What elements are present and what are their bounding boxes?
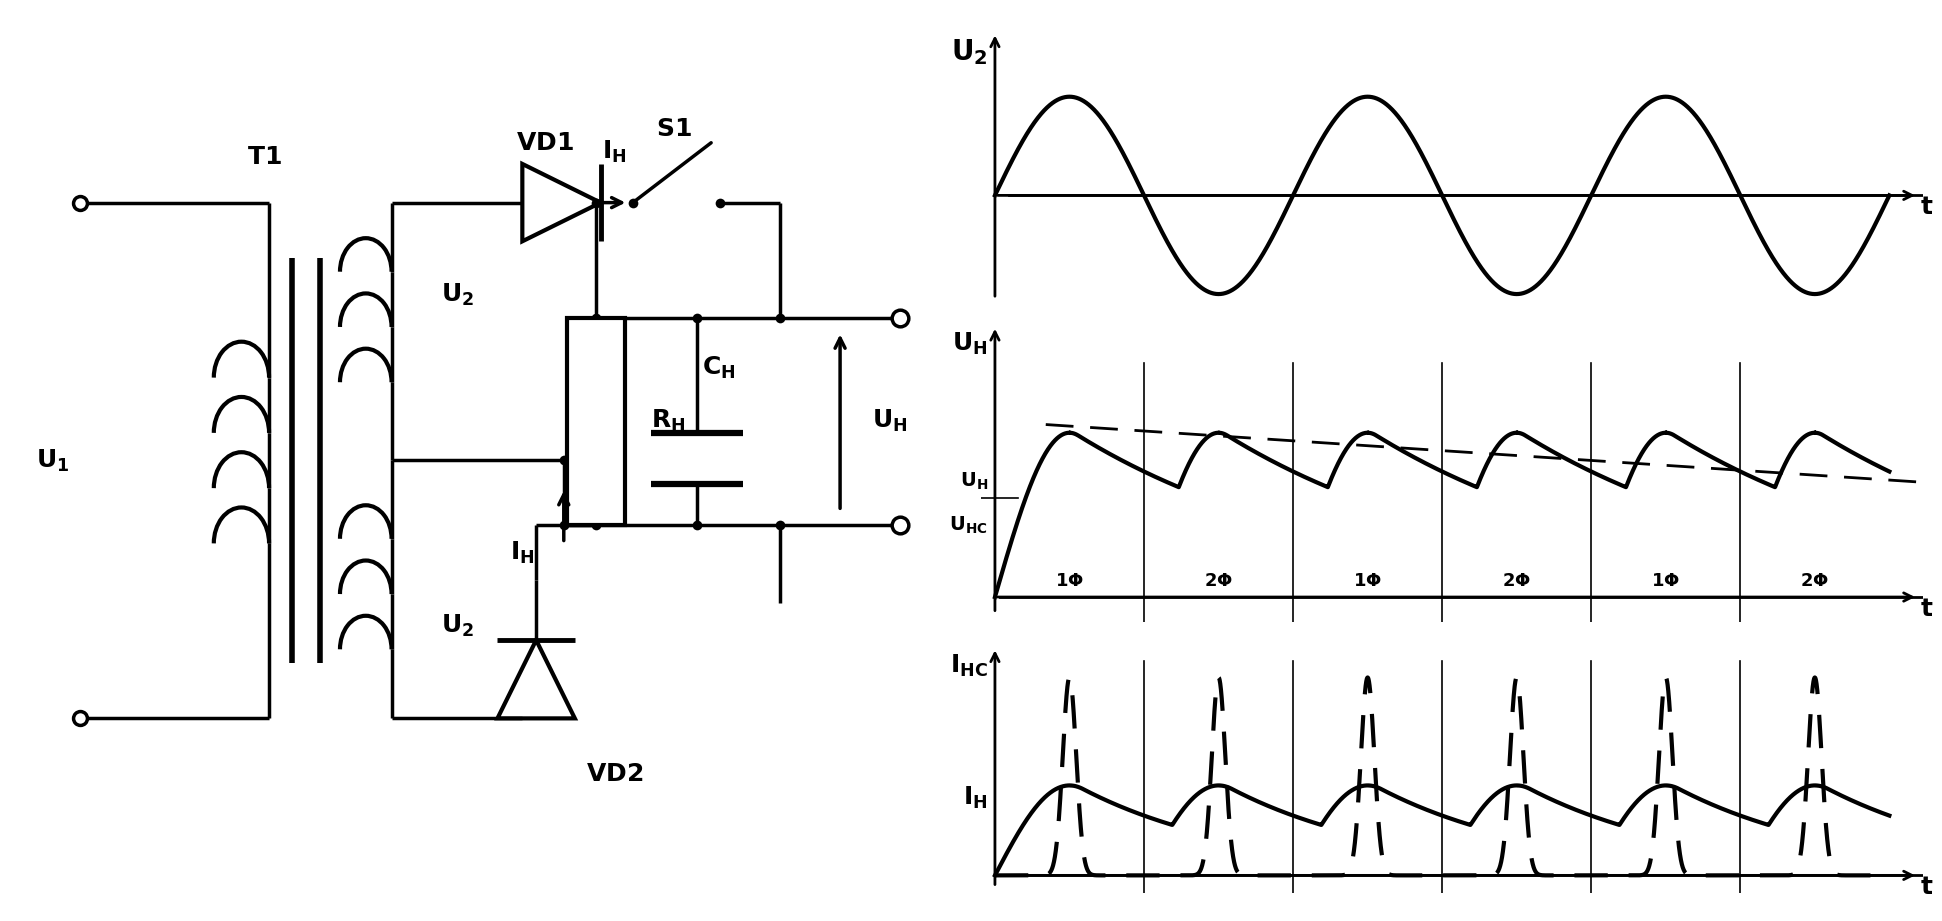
Text: $\mathbf{I_H}$: $\mathbf{I_H}$ xyxy=(963,785,988,810)
Text: $\mathbf{T1}$: $\mathbf{T1}$ xyxy=(247,145,282,169)
Text: $\mathbf{U_2}$: $\mathbf{U_2}$ xyxy=(952,38,988,67)
Text: $\mathbf{C_H}$: $\mathbf{C_H}$ xyxy=(701,356,736,381)
Text: $\mathbf{U_{HC}}$: $\mathbf{U_{HC}}$ xyxy=(950,515,988,536)
Text: $\mathbf{t}$: $\mathbf{t}$ xyxy=(1921,597,1934,621)
Text: $\mathbf{U_H}$: $\mathbf{U_H}$ xyxy=(952,331,988,357)
Text: $\mathbf{1Φ}$: $\mathbf{1Φ}$ xyxy=(1055,573,1084,590)
Text: $\mathbf{U_2}$: $\mathbf{U_2}$ xyxy=(441,613,474,639)
Text: $\mathbf{t}$: $\mathbf{t}$ xyxy=(1921,875,1934,900)
Text: $\mathbf{VD1}$: $\mathbf{VD1}$ xyxy=(517,131,575,155)
Text: $\mathbf{U_H}$: $\mathbf{U_H}$ xyxy=(959,471,988,492)
Text: $\mathbf{1Φ}$: $\mathbf{1Φ}$ xyxy=(1651,573,1680,590)
Bar xyxy=(567,318,625,525)
Text: $\mathbf{R_H}$: $\mathbf{R_H}$ xyxy=(651,408,686,435)
Text: $\mathbf{U_2}$: $\mathbf{U_2}$ xyxy=(441,282,474,308)
Text: $\mathbf{1Φ}$: $\mathbf{1Φ}$ xyxy=(1354,573,1383,590)
Text: $\mathbf{I_H}$: $\mathbf{I_H}$ xyxy=(511,540,534,565)
Text: $\mathbf{VD2}$: $\mathbf{VD2}$ xyxy=(586,762,643,786)
Text: $\mathbf{U_1}$: $\mathbf{U_1}$ xyxy=(35,448,70,473)
Text: $\mathbf{2Φ}$: $\mathbf{2Φ}$ xyxy=(1503,573,1530,590)
Text: $\mathbf{U_H}$: $\mathbf{U_H}$ xyxy=(872,408,907,435)
Text: $\mathbf{t}$: $\mathbf{t}$ xyxy=(1921,195,1934,219)
Text: $\mathbf{S1}$: $\mathbf{S1}$ xyxy=(656,117,691,141)
Text: $\mathbf{2Φ}$: $\mathbf{2Φ}$ xyxy=(1204,573,1233,590)
Text: $\mathbf{2Φ}$: $\mathbf{2Φ}$ xyxy=(1800,573,1829,590)
Text: $\mathbf{I_H}$: $\mathbf{I_H}$ xyxy=(602,139,627,165)
Text: $\mathbf{I_{HC}}$: $\mathbf{I_{HC}}$ xyxy=(950,652,988,679)
